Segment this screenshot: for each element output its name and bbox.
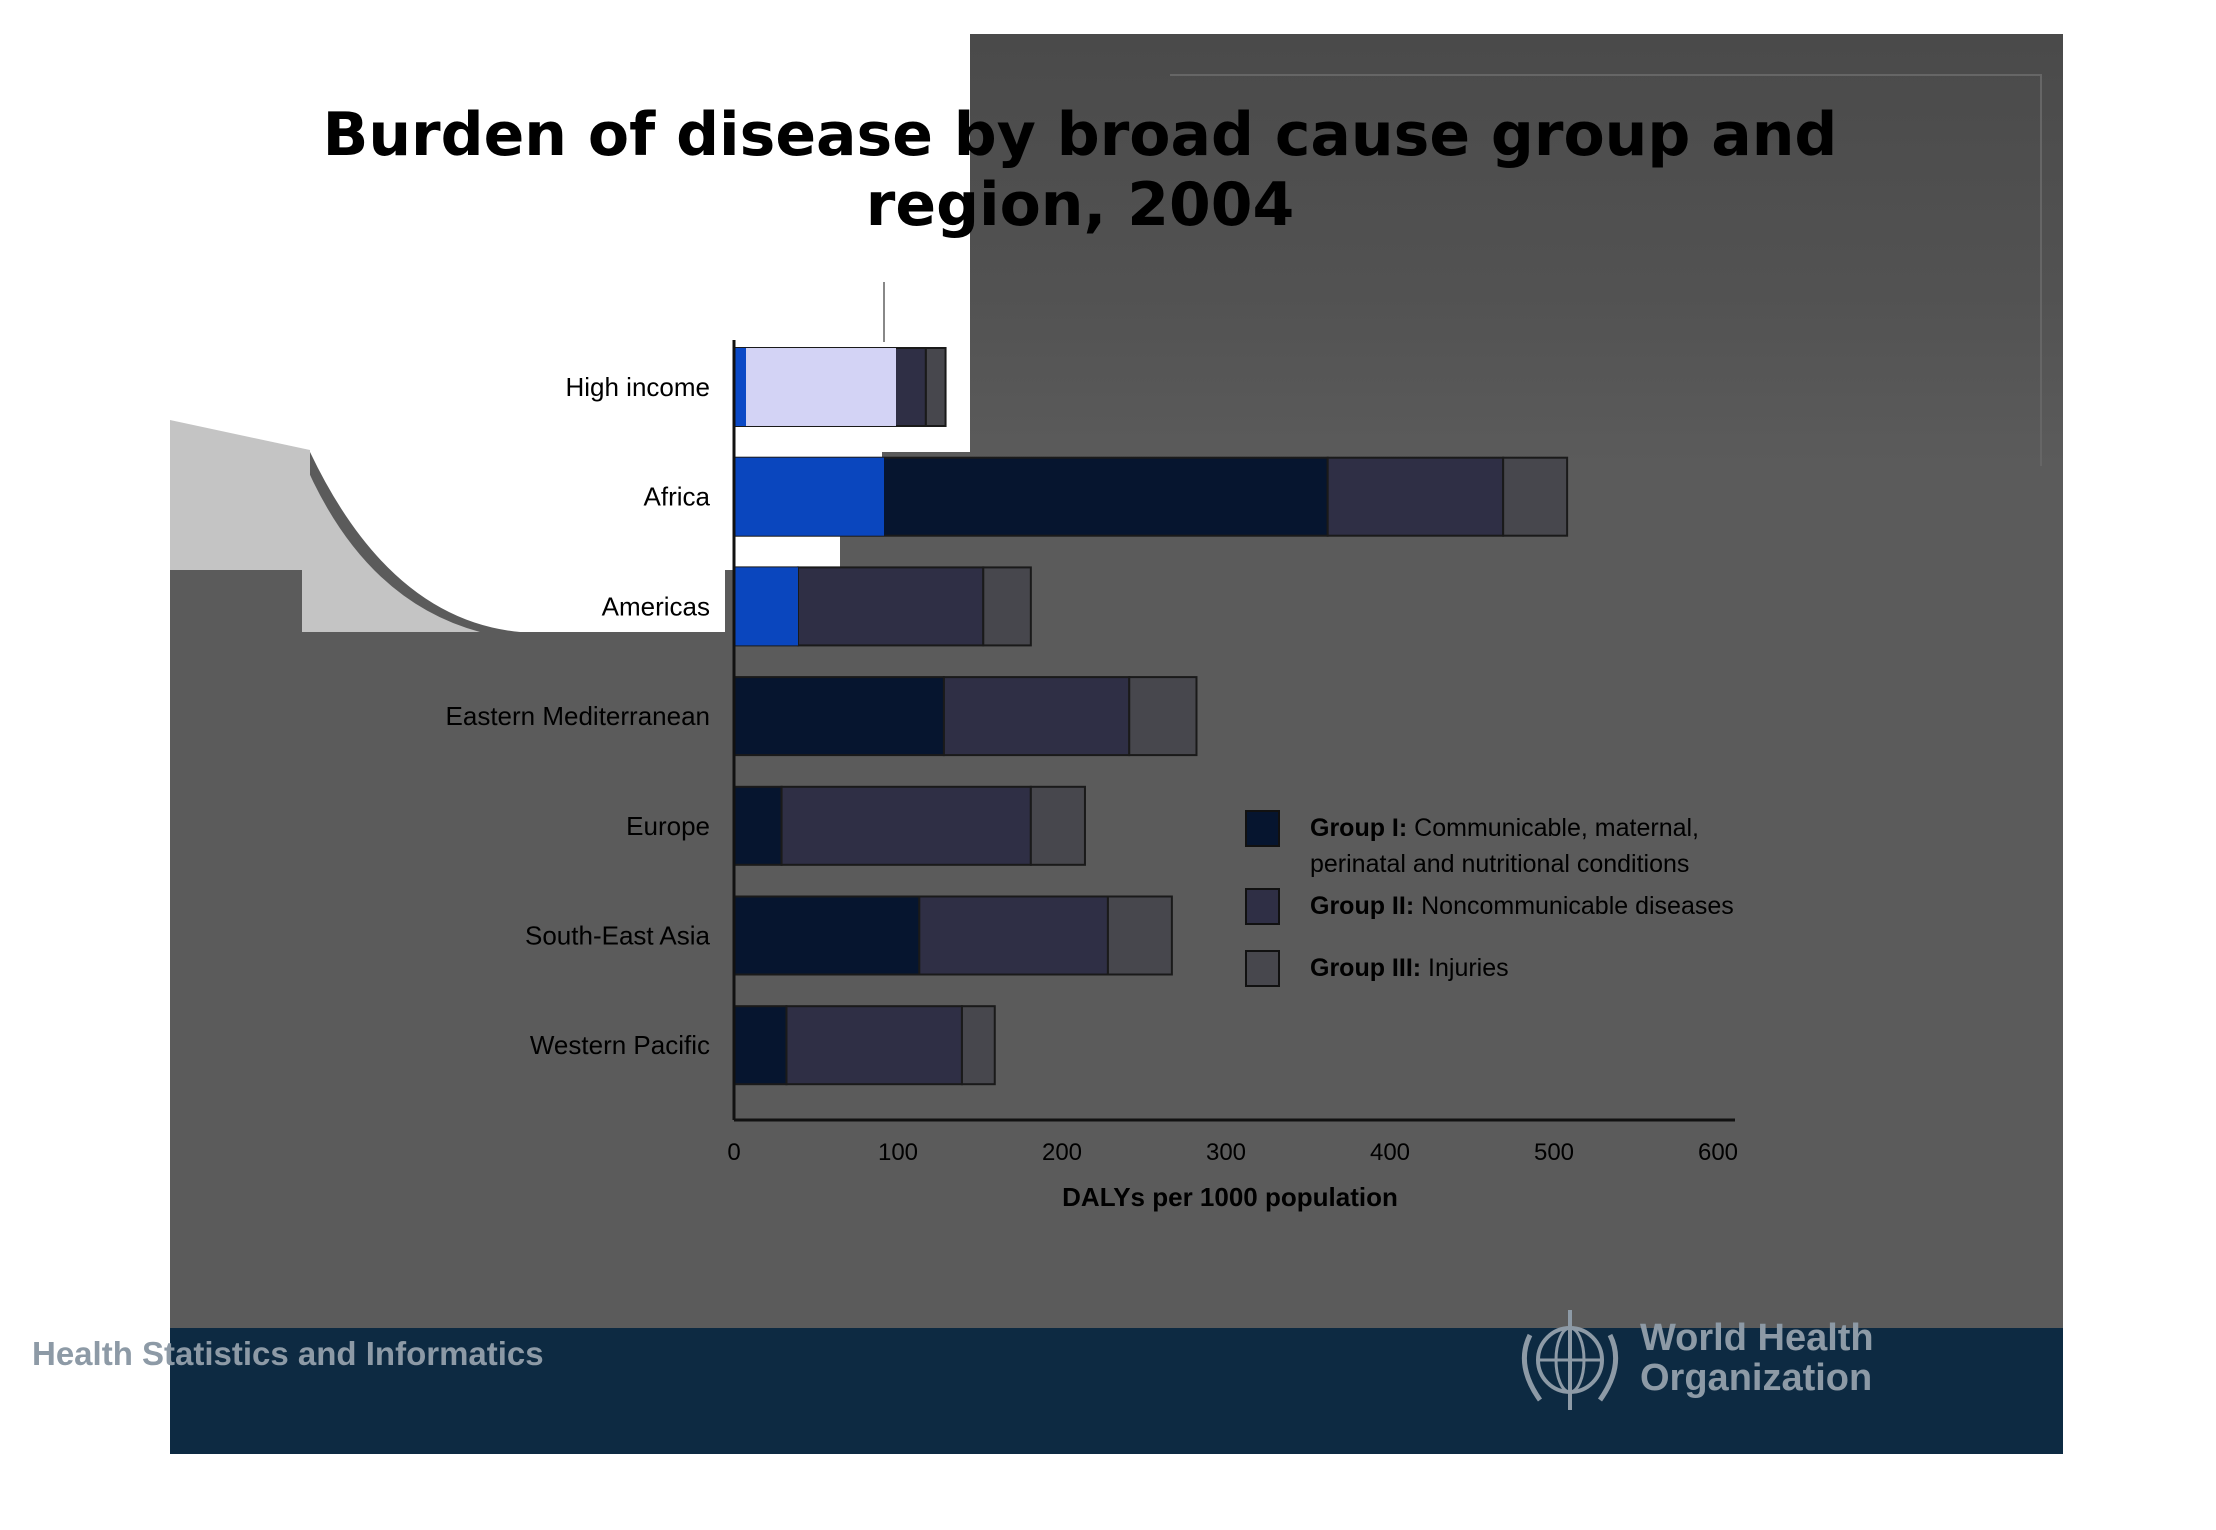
header-dark-panel	[970, 34, 2063, 464]
category-label: South-East Asia	[525, 921, 711, 951]
category-label: Western Pacific	[530, 1030, 710, 1060]
plot-area: High income Africa Americas Eastern Mediter…	[446, 340, 1738, 1212]
x-tick-label: 100	[878, 1139, 918, 1166]
org-name-line-1: World Health	[1640, 1317, 1874, 1359]
x-tick-label: 200	[1042, 1139, 1082, 1166]
title-line-2: region, 2004	[865, 170, 1295, 240]
footer-left-text: Health Statistics and Informatics	[32, 1335, 544, 1372]
bar-segment	[733, 785, 783, 866]
bar-segment	[1029, 785, 1086, 866]
legend-label: Group II: Noncommunicable diseases	[1310, 892, 1734, 920]
bar-segment	[1326, 456, 1505, 537]
category-label: Americas	[602, 591, 710, 621]
x-axis-label: DALYs per 1000 population	[1062, 1182, 1398, 1212]
highlight-overlay	[746, 348, 896, 426]
category-label: Eastern Mediterranean	[446, 701, 710, 731]
bar-segment	[785, 1005, 963, 1086]
bar-segment	[780, 785, 1032, 866]
legend: Group I: Communicable, maternal, perinata…	[1245, 810, 1734, 987]
grey-decor-shape	[170, 420, 310, 570]
legend-swatch	[1245, 810, 1280, 847]
org-name-line-2: Organization	[1640, 1357, 1873, 1399]
legend-swatch	[1245, 950, 1280, 987]
slide-background	[170, 34, 2063, 1454]
footer-bar	[170, 1328, 2063, 1454]
bar-segment	[1128, 676, 1198, 757]
bar-segment	[960, 1005, 996, 1086]
highlight-overlay	[734, 567, 798, 646]
legend-label: Group III: Injuries	[1310, 954, 1509, 982]
highlight-overlay	[734, 457, 884, 536]
legend-swatch	[1245, 888, 1280, 925]
legend-label-cont: perinatal and nutritional conditions	[1310, 850, 1689, 878]
bar-segment	[1106, 895, 1173, 976]
x-tick-label: 600	[1698, 1139, 1738, 1166]
bar-segment	[924, 347, 947, 427]
bar-segment	[796, 566, 985, 647]
x-tick-label: 400	[1370, 1139, 1410, 1166]
bar-segment	[733, 676, 945, 757]
bar-segment	[982, 566, 1032, 647]
bar-segment	[733, 1005, 788, 1086]
org-name: World Health Organization	[1640, 1318, 1874, 1398]
bar-segment	[942, 676, 1131, 757]
bar-segment	[733, 895, 921, 976]
chart-title: Burden of disease by broad cause group a…	[200, 100, 1960, 240]
category-label: High income	[565, 372, 710, 402]
legend-label: Group I: Communicable, maternal,	[1310, 814, 1699, 842]
grey-decor-curve	[300, 452, 480, 632]
bar-segment	[1502, 456, 1569, 537]
x-tick-label: 0	[727, 1139, 740, 1166]
highlight-overlay	[734, 348, 746, 426]
x-tick-label: 500	[1534, 1139, 1574, 1166]
category-label: Europe	[626, 811, 710, 841]
who-emblem-icon	[1521, 1310, 1619, 1410]
header-frame	[1170, 74, 2042, 466]
category-label: Africa	[644, 482, 711, 512]
title-line-1: Burden of disease by broad cause group a…	[322, 100, 1838, 170]
bar-segment	[918, 895, 1109, 976]
x-tick-label: 300	[1206, 1139, 1246, 1166]
